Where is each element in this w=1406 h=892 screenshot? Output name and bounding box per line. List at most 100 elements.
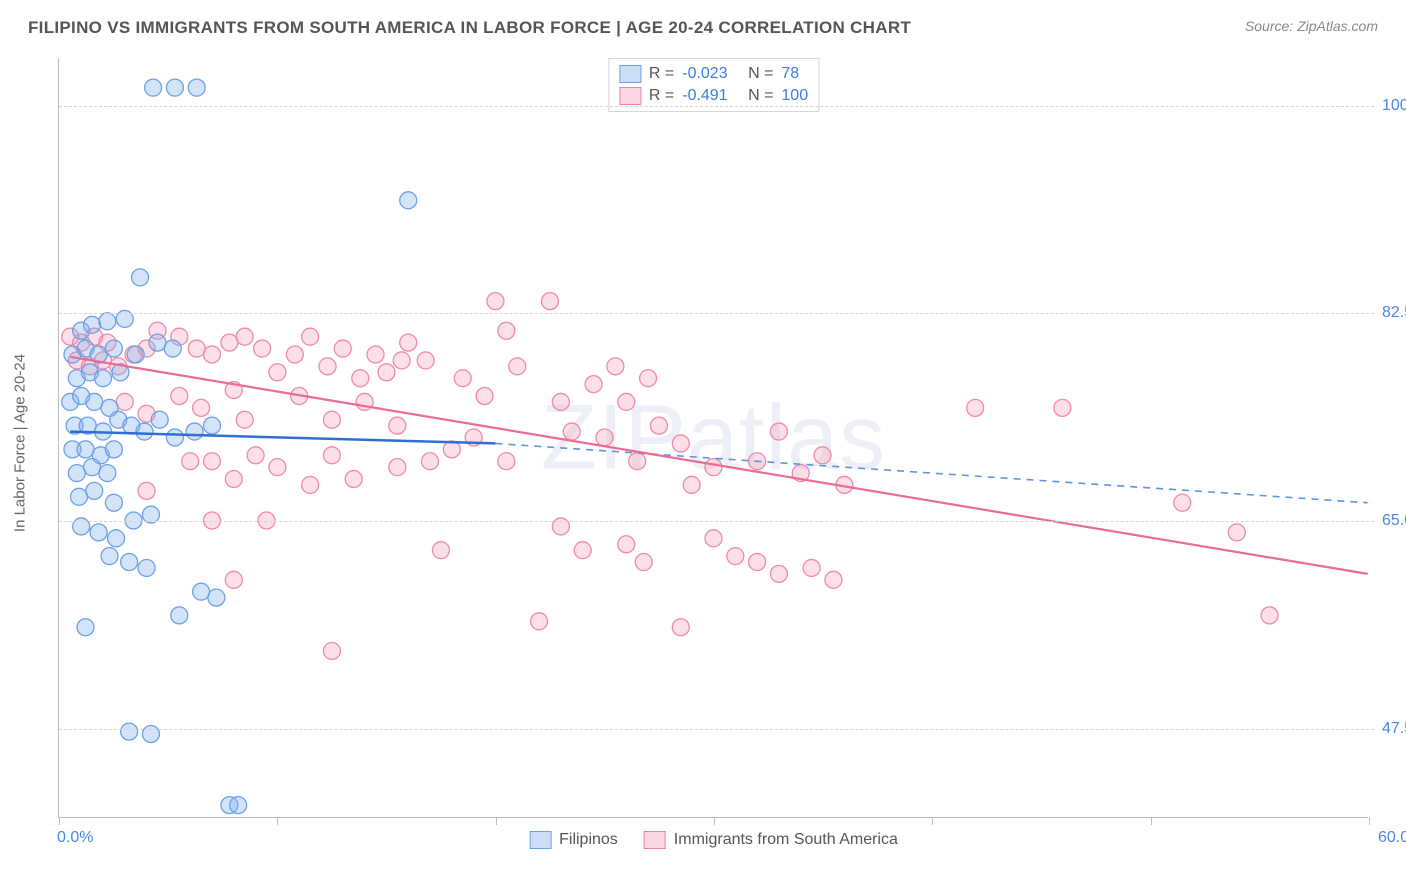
data-point	[84, 316, 101, 333]
data-point	[727, 548, 744, 565]
data-point	[86, 393, 103, 410]
data-point	[498, 322, 515, 339]
data-point	[254, 340, 271, 357]
data-point	[182, 453, 199, 470]
data-point	[138, 482, 155, 499]
data-point	[68, 465, 85, 482]
data-point	[171, 388, 188, 405]
data-point	[99, 465, 116, 482]
data-point	[70, 488, 87, 505]
data-point	[683, 476, 700, 493]
data-point	[77, 441, 94, 458]
data-point	[145, 79, 162, 96]
data-point	[1174, 494, 1191, 511]
data-point	[672, 435, 689, 452]
data-point	[454, 370, 471, 387]
gridline	[59, 313, 1374, 314]
data-point	[84, 459, 101, 476]
data-point	[825, 571, 842, 588]
data-point	[417, 352, 434, 369]
data-point	[319, 358, 336, 375]
data-point	[230, 797, 247, 814]
data-point	[967, 399, 984, 416]
data-point	[400, 334, 417, 351]
x-tick	[1369, 817, 1370, 825]
data-point	[77, 619, 94, 636]
data-point	[749, 554, 766, 571]
data-point	[204, 453, 221, 470]
x-tick	[277, 817, 278, 825]
data-point	[302, 328, 319, 345]
data-point	[585, 376, 602, 393]
data-point	[269, 364, 286, 381]
data-point	[127, 346, 144, 363]
source-prefix: Source:	[1245, 18, 1297, 34]
data-point	[389, 459, 406, 476]
x-tick	[496, 817, 497, 825]
series-legend: Filipinos Immigrants from South America	[529, 831, 898, 849]
data-point	[225, 571, 242, 588]
data-point	[116, 393, 133, 410]
data-point	[221, 334, 238, 351]
data-point	[552, 393, 569, 410]
data-point	[204, 346, 221, 363]
data-point	[132, 269, 149, 286]
data-point	[90, 524, 107, 541]
data-point	[247, 447, 264, 464]
trend-line	[495, 443, 1367, 502]
data-point	[393, 352, 410, 369]
data-point	[629, 453, 646, 470]
data-point	[650, 417, 667, 434]
scatter-plot	[59, 58, 1368, 817]
data-point	[193, 399, 210, 416]
data-point	[225, 471, 242, 488]
data-point	[108, 530, 125, 547]
data-point	[164, 340, 181, 357]
data-point	[498, 453, 515, 470]
data-point	[352, 370, 369, 387]
x-tick	[1151, 817, 1152, 825]
data-point	[105, 494, 122, 511]
data-point	[574, 542, 591, 559]
data-point	[208, 589, 225, 606]
data-point	[705, 459, 722, 476]
data-point	[188, 79, 205, 96]
data-point	[121, 723, 138, 740]
data-point	[204, 417, 221, 434]
x-tick	[59, 817, 60, 825]
y-axis-label: In Labor Force | Age 20-24	[12, 354, 29, 532]
x-max-label: 60.0%	[1374, 829, 1406, 847]
gridline	[59, 106, 1374, 107]
data-point	[136, 423, 153, 440]
data-point	[323, 642, 340, 659]
legend-item-blue: Filipinos	[529, 831, 618, 849]
y-tick-label: 82.5%	[1374, 304, 1406, 322]
x-tick	[932, 817, 933, 825]
data-point	[541, 293, 558, 310]
data-point	[814, 447, 831, 464]
data-point	[269, 459, 286, 476]
data-point	[138, 559, 155, 576]
data-point	[476, 388, 493, 405]
data-point	[345, 471, 362, 488]
data-point	[101, 548, 118, 565]
swatch-blue-icon	[529, 831, 551, 849]
data-point	[618, 393, 635, 410]
data-point	[105, 340, 122, 357]
data-point	[323, 447, 340, 464]
data-point	[487, 293, 504, 310]
data-point	[302, 476, 319, 493]
legend-label-blue: Filipinos	[559, 831, 618, 849]
plot-wrap: In Labor Force | Age 20-24 ZIPatlas R = …	[48, 58, 1388, 828]
data-point	[323, 411, 340, 428]
source-link[interactable]: ZipAtlas.com	[1297, 18, 1378, 34]
chart-title: FILIPINO VS IMMIGRANTS FROM SOUTH AMERIC…	[28, 18, 911, 38]
data-point	[105, 441, 122, 458]
data-point	[803, 559, 820, 576]
header-row: FILIPINO VS IMMIGRANTS FROM SOUTH AMERIC…	[0, 0, 1406, 46]
data-point	[563, 423, 580, 440]
data-point	[236, 411, 253, 428]
data-point	[236, 328, 253, 345]
data-point	[166, 429, 183, 446]
data-point	[1054, 399, 1071, 416]
